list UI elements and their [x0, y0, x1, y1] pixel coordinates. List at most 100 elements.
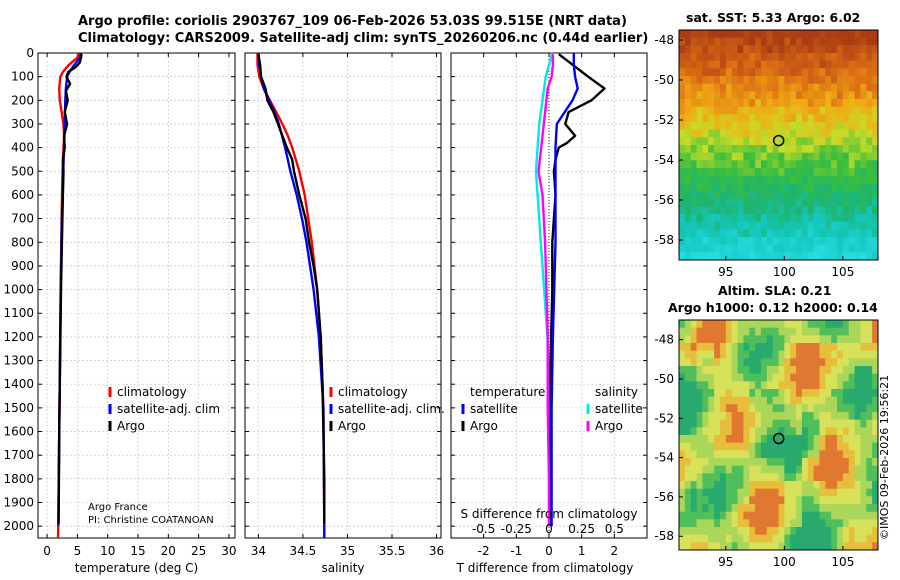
- sst-map-cell: [801, 76, 809, 85]
- sst-map-cell: [760, 175, 768, 184]
- sst-map-cell: [790, 229, 797, 238]
- sst-map-cell: [825, 198, 832, 207]
- sst-map-cell: [755, 152, 762, 161]
- sst-map-cell: [842, 237, 850, 246]
- sla-map-cell: [848, 343, 856, 352]
- sst-map-cell: [702, 45, 709, 54]
- sst-map-cell: [684, 106, 692, 115]
- sla-map-title-line1: Altim. SLA: 0.21: [718, 283, 832, 298]
- sla-map-cell: [831, 412, 838, 421]
- sla-map-cell: [778, 519, 785, 528]
- sst-map-cell: [708, 129, 715, 138]
- sla-map-cell: [854, 450, 861, 459]
- sla-map-cell: [860, 419, 867, 428]
- sst-map-cell: [766, 191, 774, 200]
- sla-map-cell: [708, 320, 715, 329]
- sst-map-cell: [796, 122, 803, 131]
- sla-map-cell: [801, 427, 809, 436]
- sla-map-cell: [837, 381, 844, 390]
- sst-map-cell: [813, 152, 820, 161]
- sla-map-cell: [714, 404, 721, 413]
- sst-map-cell: [714, 37, 721, 46]
- sla-map-cell: [766, 511, 774, 520]
- sla-map-cell: [825, 442, 832, 451]
- sla-map-cell: [708, 389, 715, 398]
- sla-map-cell: [690, 320, 698, 329]
- sla-map-cell: [831, 534, 838, 543]
- sla-map-cell: [778, 366, 785, 375]
- sst-map-cell: [755, 252, 762, 261]
- sst-map-cell: [708, 252, 715, 261]
- sst-map-cell: [854, 114, 861, 123]
- sla-map-cell: [760, 412, 768, 421]
- sla-map-cell: [848, 327, 856, 336]
- sst-map-cell: [772, 45, 779, 54]
- sst-map-cell: [696, 60, 703, 69]
- sla-map-cell: [766, 504, 774, 513]
- sst-map-cell: [719, 114, 727, 123]
- sst-map-cell: [790, 160, 797, 169]
- sst-map-cell: [679, 183, 686, 192]
- sla-map-cell: [778, 496, 785, 505]
- sla-map-cell: [784, 389, 791, 398]
- sst-map-cell: [842, 244, 850, 253]
- sst-map-cell: [766, 183, 774, 192]
- depth-tick-label: 600: [11, 188, 34, 202]
- sst-map-cell: [708, 37, 715, 46]
- sla-map-cell: [842, 442, 850, 451]
- sla-map-cell: [749, 404, 756, 413]
- sla-map-cell: [684, 335, 692, 344]
- sla-map-cell: [731, 427, 739, 436]
- map-lon-label: 95: [718, 555, 733, 569]
- sla-map-cell: [807, 534, 815, 543]
- sla-map-cell: [679, 327, 686, 336]
- sla-map-cell: [719, 327, 727, 336]
- sla-map-cell: [737, 320, 744, 329]
- sla-map-cell: [743, 343, 750, 352]
- sla-map-cell: [837, 373, 844, 382]
- sst-map-cell: [696, 252, 703, 261]
- sla-map-cell: [854, 366, 861, 375]
- x-tick-label: 35: [340, 544, 355, 558]
- sst-map-cell: [743, 76, 750, 85]
- sst-map-cell: [719, 252, 727, 261]
- sst-map-cell: [872, 152, 879, 161]
- sst-map-cell: [796, 244, 803, 253]
- sla-map-cell: [749, 473, 756, 482]
- sla-map-cell: [807, 427, 815, 436]
- sla-map-cell: [725, 412, 733, 421]
- top-x-tick-label: -0.5: [472, 522, 495, 536]
- sla-map-cell: [755, 419, 762, 428]
- sst-map-cell: [708, 106, 715, 115]
- sst-map-cell: [772, 214, 779, 223]
- sst-map-cell: [831, 83, 838, 92]
- sla-map-cell: [801, 473, 809, 482]
- sla-map-cell: [848, 419, 856, 428]
- sla-map-cell: [755, 396, 762, 405]
- sst-map-cell: [813, 37, 820, 46]
- sla-map-cell: [842, 389, 850, 398]
- sla-map-cell: [737, 488, 744, 497]
- sla-map-cell: [778, 534, 785, 543]
- sst-map-cell: [702, 60, 709, 69]
- sst-map-cell: [784, 129, 791, 138]
- sla-map-cell: [743, 335, 750, 344]
- sla-map-cell: [801, 389, 809, 398]
- sst-map-cell: [731, 152, 739, 161]
- sla-map-cell: [679, 350, 686, 359]
- sla-map-cell: [737, 458, 744, 467]
- map-lat-label: -48: [654, 33, 674, 47]
- sla-map-cell: [796, 320, 803, 329]
- sla-map-cell: [690, 481, 698, 490]
- sst-map-cell: [766, 83, 774, 92]
- sst-map-cell: [690, 76, 698, 85]
- sst-map-cell: [790, 183, 797, 192]
- sla-map-cell: [679, 389, 686, 398]
- sst-map-cell: [790, 122, 797, 131]
- sla-map-cell: [813, 496, 820, 505]
- sst-map-cell: [684, 168, 692, 177]
- sla-map-cell: [743, 427, 750, 436]
- sst-map-cell: [679, 152, 686, 161]
- sla-map-cell: [801, 366, 809, 375]
